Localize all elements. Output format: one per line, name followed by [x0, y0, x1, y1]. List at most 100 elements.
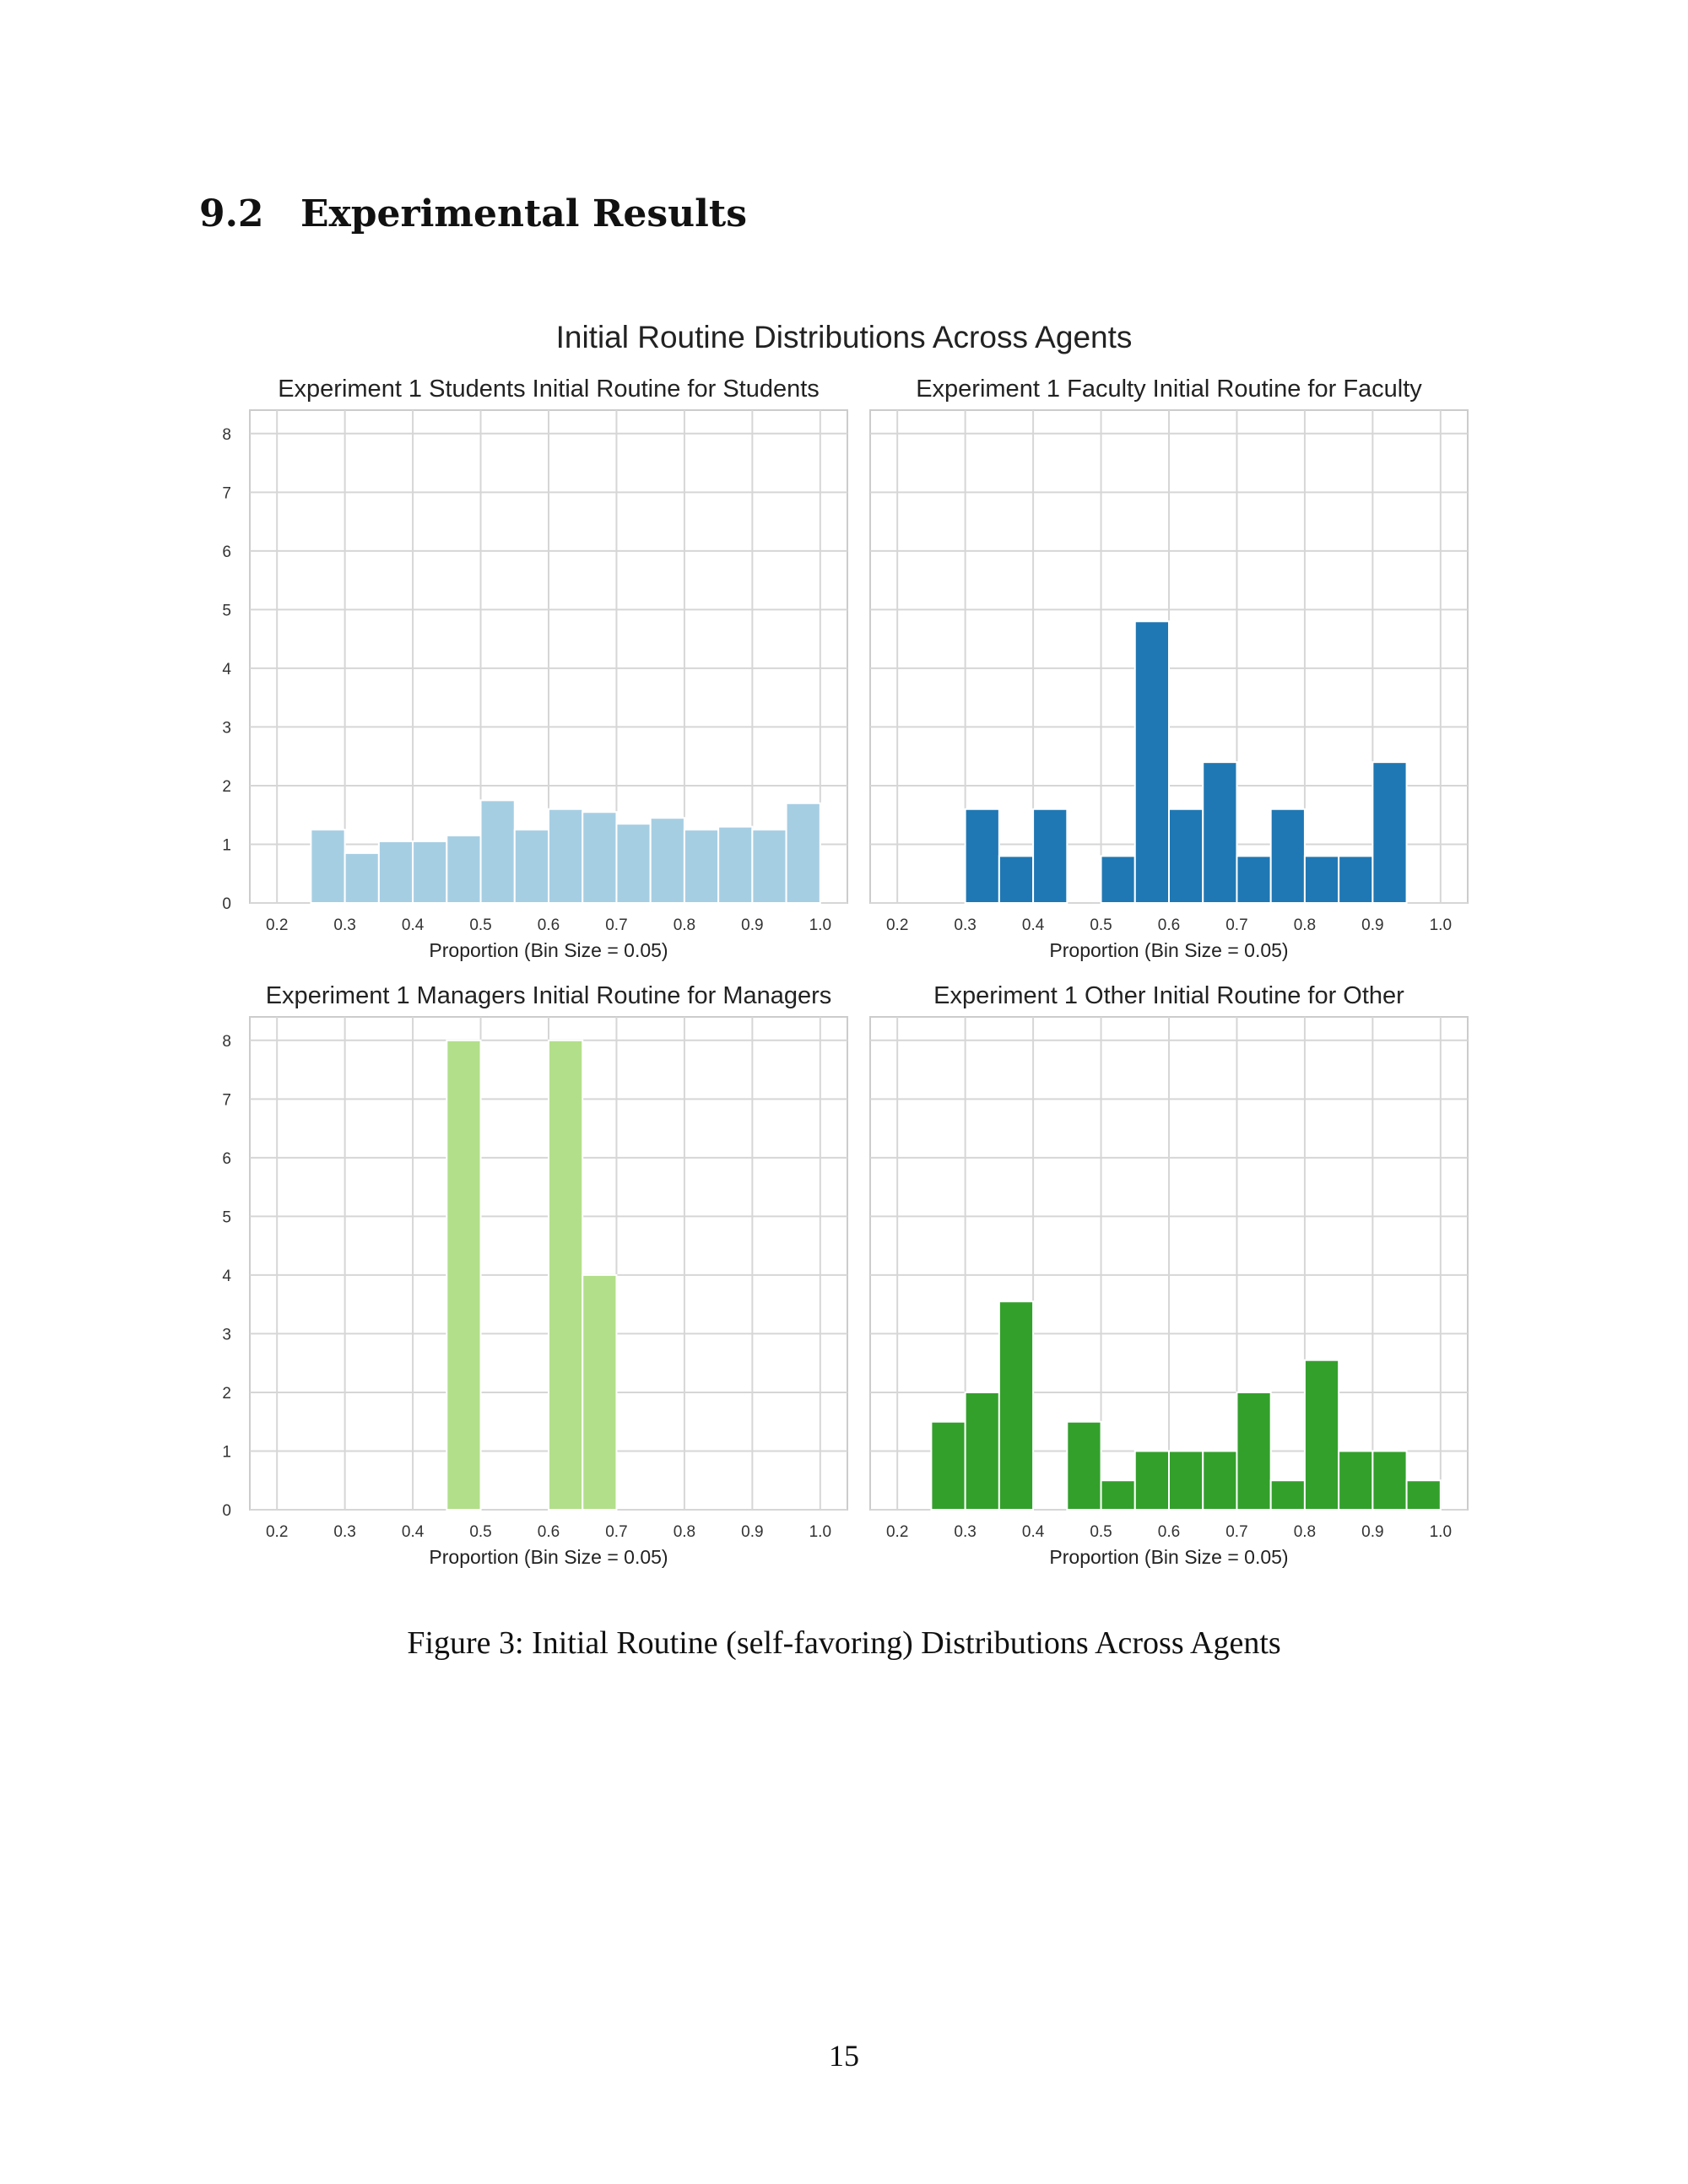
histogram-bar	[683, 829, 720, 904]
x-tick-label: 0.8	[1294, 916, 1316, 934]
x-tick-label: 0.7	[605, 1523, 627, 1541]
y-tick-label: 1	[222, 836, 231, 854]
histogram-bar	[1032, 808, 1069, 904]
histogram-bar	[1202, 1450, 1238, 1511]
panel-title: Experiment 1 Other Initial Routine for O…	[933, 982, 1404, 1009]
y-tick-label: 7	[222, 1091, 231, 1109]
histogram-bar	[1372, 761, 1408, 905]
x-tick-label: 0.7	[605, 916, 627, 934]
x-tick-label: 0.6	[1158, 1523, 1180, 1541]
histogram-bar	[998, 1300, 1035, 1511]
histogram-bar	[582, 1273, 618, 1511]
histogram-bar	[1100, 855, 1136, 905]
x-tick-label: 0.6	[538, 916, 560, 934]
x-tick-label: 1.0	[1430, 1523, 1452, 1541]
histogram-bar	[1202, 761, 1238, 905]
histogram-bar	[1133, 620, 1170, 904]
x-axis-label: Proportion (Bin Size = 0.05)	[1049, 1546, 1288, 1568]
x-tick-label: 0.7	[1225, 916, 1247, 934]
x-tick-label: 0.3	[333, 1523, 355, 1541]
histogram-bar	[479, 799, 516, 904]
x-tick-label: 0.3	[954, 1523, 976, 1541]
histogram-bar	[1405, 1479, 1442, 1511]
x-tick-label: 0.2	[886, 1523, 908, 1541]
histogram-bar	[998, 855, 1035, 905]
y-tick-label: 6	[222, 543, 231, 561]
x-tick-label: 1.0	[1430, 916, 1452, 934]
histogram-bar	[1338, 1450, 1374, 1511]
histogram-bar	[548, 808, 584, 904]
x-tick-label: 0.2	[266, 1523, 288, 1541]
x-tick-label: 0.3	[333, 916, 355, 934]
x-tick-label: 0.4	[1022, 916, 1045, 934]
x-tick-label: 0.5	[1090, 916, 1112, 934]
x-tick-label: 0.8	[1294, 1523, 1316, 1541]
histogram-bar	[344, 851, 380, 905]
histogram-bar	[548, 1039, 584, 1511]
histogram-bar	[1338, 855, 1374, 905]
y-tick-label: 3	[222, 1326, 231, 1343]
y-tick-label: 1	[222, 1443, 231, 1461]
figure-suptitle: Initial Routine Distributions Across Age…	[556, 320, 1133, 354]
x-tick-label: 0.9	[741, 916, 763, 934]
histogram-bar	[1168, 808, 1204, 904]
histogram-bar	[1168, 1450, 1204, 1511]
histogram-bar	[582, 811, 618, 904]
y-tick-label: 3	[222, 719, 231, 737]
histogram-bar	[1372, 1450, 1408, 1511]
y-tick-label: 8	[222, 1033, 231, 1051]
panel-title: Experiment 1 Students Initial Routine fo…	[278, 376, 820, 403]
histogram-bar	[1236, 855, 1272, 905]
panel-title: Experiment 1 Managers Initial Routine fo…	[266, 982, 832, 1009]
histogram-bar	[717, 825, 754, 904]
section-heading: 9.2 Experimental Results	[199, 192, 747, 235]
x-tick-label: 1.0	[809, 916, 831, 934]
histogram-bar	[964, 808, 1000, 904]
figure-caption: Figure 3: Initial Routine (self-favoring…	[407, 1625, 1281, 1661]
panel-title: Experiment 1 Faculty Initial Routine for…	[916, 376, 1422, 403]
histogram-bar	[1303, 855, 1340, 905]
x-axis-label: Proportion (Bin Size = 0.05)	[429, 939, 668, 961]
histogram-bar	[930, 1420, 966, 1511]
histogram-bar	[1100, 1479, 1136, 1511]
y-tick-label: 5	[222, 1208, 231, 1226]
histogram-bar	[446, 1039, 482, 1511]
histogram-bar	[964, 1391, 1000, 1511]
x-tick-label: 0.5	[469, 1523, 491, 1541]
histogram-bar	[513, 829, 549, 904]
x-tick-label: 0.9	[1361, 1523, 1383, 1541]
x-tick-label: 0.4	[1022, 1523, 1045, 1541]
histogram-figure: Initial Routine Distributions Across Age…	[222, 320, 1469, 1568]
y-tick-label: 6	[222, 1150, 231, 1168]
x-tick-label: 0.7	[1225, 1523, 1247, 1541]
x-tick-label: 0.2	[266, 916, 288, 934]
x-tick-label: 0.9	[1361, 916, 1383, 934]
histogram-bar	[446, 835, 482, 904]
histogram-bar	[412, 841, 448, 904]
x-axis-label: Proportion (Bin Size = 0.05)	[1049, 939, 1288, 961]
histogram-bar	[1303, 1359, 1340, 1511]
histogram-bar	[310, 829, 346, 904]
x-tick-label: 0.8	[674, 916, 695, 934]
x-tick-label: 0.9	[741, 1523, 763, 1541]
x-tick-label: 0.2	[886, 916, 908, 934]
y-tick-label: 2	[222, 778, 231, 796]
y-tick-label: 7	[222, 484, 231, 502]
x-tick-label: 0.4	[402, 1523, 425, 1541]
histogram-bar	[1269, 808, 1306, 904]
y-tick-label: 0	[222, 895, 231, 913]
x-tick-label: 0.3	[954, 916, 976, 934]
histogram-bar	[1066, 1420, 1102, 1511]
x-tick-label: 0.5	[469, 916, 491, 934]
histogram-bar	[751, 829, 787, 904]
x-axis-label: Proportion (Bin Size = 0.05)	[429, 1546, 668, 1568]
page-number: 15	[829, 2039, 859, 2073]
histogram-bar	[615, 823, 652, 905]
section-number: 9.2	[199, 192, 264, 235]
x-tick-label: 0.4	[402, 916, 425, 934]
y-tick-label: 5	[222, 602, 231, 619]
x-tick-label: 0.6	[1158, 916, 1180, 934]
y-tick-label: 8	[222, 426, 231, 444]
x-tick-label: 1.0	[809, 1523, 831, 1541]
x-tick-label: 0.6	[538, 1523, 560, 1541]
